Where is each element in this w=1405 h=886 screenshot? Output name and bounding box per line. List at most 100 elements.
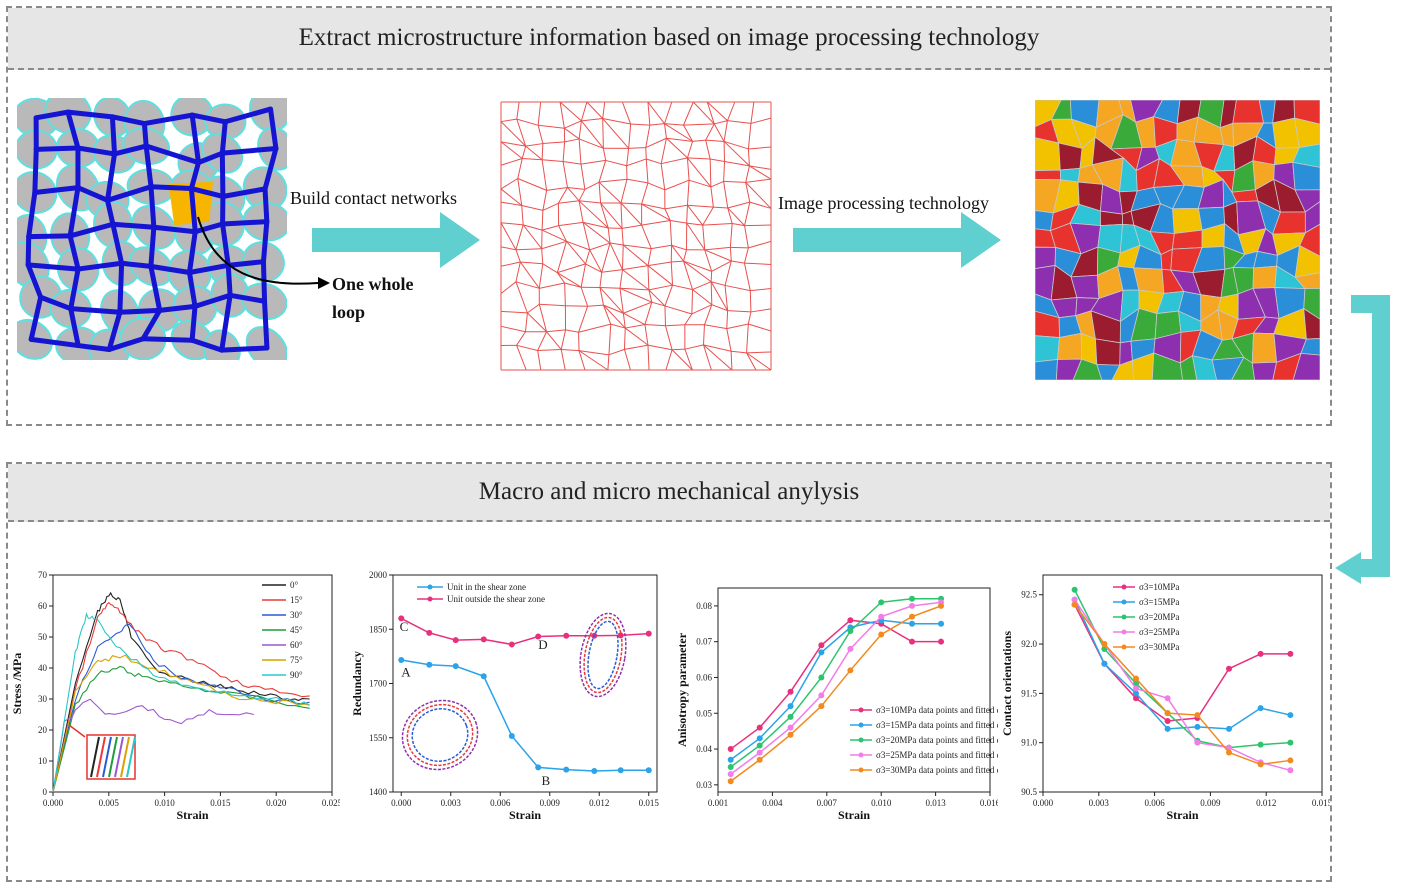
contact-line — [110, 221, 157, 230]
bottom-panel: Macro and micro mechanical anylysis — [6, 462, 1332, 882]
loop-cell — [1294, 117, 1320, 149]
network-edge — [664, 123, 693, 142]
network-edge — [684, 344, 704, 350]
network-edge — [605, 159, 627, 167]
data-point — [426, 661, 433, 668]
network-edge — [686, 157, 690, 181]
y-tick-label: 92.0 — [1021, 639, 1037, 649]
network-edge — [516, 331, 526, 346]
data-point — [563, 632, 570, 639]
contact-line — [157, 303, 198, 313]
network-edge — [500, 201, 522, 206]
zoom-inset-line — [114, 736, 124, 778]
loop-cell — [1179, 355, 1198, 380]
network-edge — [546, 331, 562, 350]
contact-line — [189, 303, 198, 343]
contact-line — [106, 336, 146, 353]
legend-marker — [1121, 599, 1127, 605]
network-edge — [692, 101, 715, 125]
network-edge — [750, 308, 772, 313]
contact-line — [68, 306, 123, 315]
data-point — [756, 735, 763, 742]
legend-marker — [427, 584, 433, 590]
network-edge — [516, 101, 520, 120]
network-edge — [620, 179, 628, 204]
network-edge — [619, 288, 624, 314]
legend-label: σ3=15MPa data points and fitted curves — [876, 720, 998, 730]
network-edge — [748, 240, 772, 249]
network-edge — [525, 145, 543, 161]
network-edge — [567, 186, 585, 190]
network-edge — [578, 323, 611, 333]
network-edge — [500, 310, 528, 314]
loop-cell — [1035, 335, 1060, 363]
x-tick-label: 0.009 — [540, 798, 561, 808]
network-edge — [706, 101, 728, 122]
data-point — [591, 768, 598, 775]
network-edge — [563, 161, 582, 165]
contact-line — [219, 150, 226, 199]
network-edge — [621, 228, 624, 245]
data-point — [480, 673, 487, 680]
contact-line — [143, 143, 154, 190]
network-edge — [749, 165, 772, 170]
loop-cell — [1231, 356, 1256, 380]
network-edge — [600, 202, 609, 229]
loop-cell — [1172, 207, 1203, 234]
contact-line — [109, 114, 147, 127]
network-edge — [541, 240, 567, 250]
legend-label: Unit outside the shear zone — [447, 594, 545, 604]
legend-marker — [858, 767, 864, 773]
contact-line — [38, 294, 74, 312]
contact-line — [260, 219, 270, 265]
y-tick-label: 1400 — [369, 787, 388, 797]
network-edge — [651, 301, 666, 307]
contact-line — [186, 270, 198, 309]
network-edge — [515, 281, 540, 289]
loop-cell — [1292, 352, 1320, 380]
y-axis-label: Contact orientations — [1000, 631, 1014, 736]
series-line — [1073, 599, 1291, 772]
network-edge — [589, 242, 611, 251]
network-edge — [525, 143, 543, 147]
network-edge — [622, 265, 649, 271]
legend-label: Unit in the shear zone — [447, 582, 526, 592]
network-edge — [647, 182, 665, 191]
y-axis-label: Anisotropy parameter — [675, 632, 689, 747]
data-point — [645, 767, 652, 774]
data-point — [909, 602, 916, 609]
data-point — [508, 732, 515, 739]
x-tick-label: 0.005 — [99, 798, 120, 808]
contact-line — [148, 184, 194, 192]
network-edge — [641, 219, 671, 226]
x-tick-label: 0.001 — [708, 798, 728, 808]
particle-contact-image — [17, 98, 287, 360]
series-line — [52, 698, 255, 793]
loop-cell — [1294, 189, 1320, 213]
loop-cell — [1294, 245, 1320, 278]
data-point — [847, 617, 854, 624]
network-edge — [622, 313, 626, 329]
network-edge — [684, 349, 693, 371]
network-edge — [580, 164, 586, 190]
data-point — [878, 631, 885, 638]
loop-cell — [1171, 229, 1203, 250]
network-edge — [710, 281, 729, 311]
network-edge — [622, 269, 650, 291]
network-edge — [582, 222, 591, 251]
network-edge — [747, 123, 752, 150]
contact-line — [220, 221, 231, 268]
network-edge — [711, 260, 732, 272]
data-point — [452, 637, 459, 644]
contact-line — [189, 337, 225, 353]
contact-line — [219, 119, 228, 156]
loop-cell — [1111, 359, 1135, 380]
network-edge — [647, 101, 665, 124]
fabric-rose — [406, 703, 474, 767]
stress-strain-chart: 0.000 0.005 0.010 0.015 0.020 0.025 0 10 20 30 40 5… — [10, 570, 340, 822]
network-edge — [581, 118, 603, 122]
network-edge — [726, 101, 736, 121]
top-panel-title: Extract microstructure information based… — [8, 8, 1330, 70]
loop-cell — [1252, 265, 1278, 289]
y-tick-label: 20 — [38, 725, 48, 735]
